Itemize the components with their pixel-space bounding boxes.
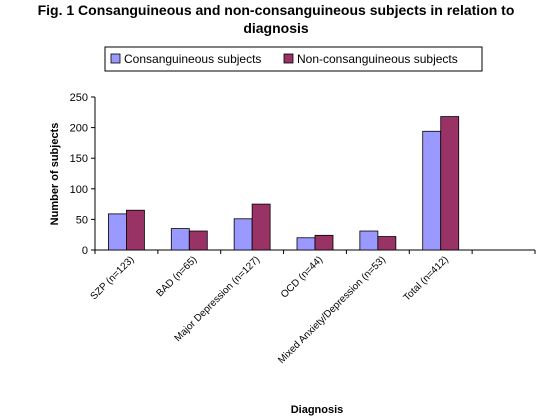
bar [108,213,127,251]
legend-swatch-non-consanguineous [283,53,294,64]
bar [314,234,334,251]
bar [440,116,460,251]
y-tick-label: 50 [76,214,88,226]
legend-label-consanguineous: Consanguineous subjects [124,52,261,66]
bar [170,228,190,251]
legend-label-non-consanguineous: Non-consanguineous subjects [297,52,458,66]
legend-swatch-consanguineous [110,53,121,64]
x-tick-label: BAD (n=65) [154,254,199,299]
bar [233,218,253,251]
bar [422,130,442,251]
y-tick-label: 150 [70,153,88,165]
x-tick-label: SZP (n=123) [89,254,137,302]
y-tick-label: 200 [70,123,88,135]
chart-subtitle: diagnosis [243,20,309,36]
y-tick-label: 100 [70,184,88,196]
x-tick-label: Mixed Anxiety/Depression (n=53) [276,254,388,366]
bar [251,203,271,251]
chart-title: Fig. 1 Consanguineous and non-consanguin… [38,2,515,18]
y-tick-label: 250 [70,92,88,104]
x-tick-label: OCD (n=44) [279,254,325,300]
bar [126,209,145,251]
bar [188,230,208,251]
bar [359,230,379,251]
x-axis-title: Diagnosis [291,404,344,416]
legend: Consanguineous subjects Non-consanguineo… [104,46,483,72]
legend-frame [104,46,483,72]
y-tick-label: 0 [82,245,88,257]
y-axis-title: Number of subjects [49,123,61,226]
bar [377,236,397,251]
x-tick-label: Total (n=412) [402,254,451,303]
bar [296,237,316,251]
